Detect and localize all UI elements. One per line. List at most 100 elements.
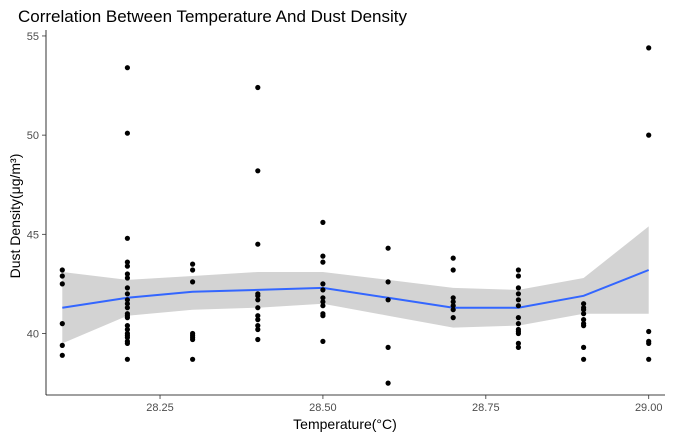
data-point — [320, 303, 326, 309]
confidence-band-layer — [62, 226, 649, 344]
data-point — [581, 344, 587, 350]
data-point — [515, 297, 522, 303]
data-point — [320, 295, 326, 301]
data-point — [124, 263, 130, 269]
data-point — [255, 323, 261, 329]
data-point — [190, 336, 196, 343]
data-point — [515, 321, 522, 327]
y-tick-label: 50 — [27, 130, 39, 142]
data-point — [385, 344, 391, 350]
data-point — [124, 291, 130, 297]
confidence-band — [62, 226, 649, 344]
data-point — [515, 315, 522, 321]
y-tick-label: 45 — [27, 229, 39, 241]
data-point — [59, 352, 65, 358]
data-point — [124, 259, 130, 265]
data-point — [515, 285, 522, 291]
data-point — [190, 261, 196, 267]
data-point — [646, 132, 652, 138]
data-point — [124, 340, 130, 346]
data-point — [646, 356, 652, 362]
data-point — [646, 45, 652, 51]
data-point — [320, 253, 326, 259]
data-point — [581, 317, 587, 323]
data-point — [124, 323, 130, 329]
data-point — [320, 313, 326, 319]
x-tick-label: 28.25 — [146, 402, 174, 414]
y-tick-label: 40 — [27, 329, 39, 341]
smooth-line-layer — [62, 269, 650, 309]
data-point — [320, 219, 326, 225]
y-axis-ticks: 40 45 50 55 — [27, 31, 46, 341]
data-point — [646, 340, 652, 346]
data-point — [255, 84, 261, 91]
data-point — [124, 285, 130, 291]
data-point — [124, 332, 130, 339]
data-point — [124, 326, 130, 333]
data-point — [515, 291, 522, 297]
data-point — [515, 340, 522, 346]
data-point — [450, 307, 456, 313]
data-point — [59, 281, 65, 287]
data-point — [255, 297, 261, 303]
x-tick-label: 28.50 — [309, 402, 337, 414]
data-point — [450, 299, 456, 305]
data-point — [255, 326, 261, 333]
data-point — [255, 168, 261, 174]
data-point — [255, 336, 261, 343]
data-point — [124, 271, 130, 277]
data-point — [515, 303, 522, 309]
data-point — [450, 267, 456, 273]
data-point — [124, 313, 130, 319]
smooth-trend-line — [62, 269, 650, 309]
data-point — [255, 305, 261, 311]
y-axis-title: Dust Density(μg/m³) — [7, 154, 23, 279]
data-point — [124, 235, 130, 241]
data-point — [255, 313, 261, 319]
data-point — [385, 279, 391, 285]
data-point — [581, 307, 587, 313]
data-point — [581, 356, 587, 362]
data-point — [59, 321, 65, 327]
data-point — [59, 273, 65, 279]
data-point — [385, 380, 391, 386]
data-point — [124, 301, 130, 307]
data-point — [255, 241, 261, 247]
data-point — [255, 317, 261, 323]
data-point — [124, 65, 130, 71]
data-point — [581, 301, 587, 307]
data-point — [320, 281, 326, 287]
data-point — [450, 295, 456, 301]
data-points — [59, 45, 652, 386]
data-point — [59, 342, 65, 348]
data-point — [385, 245, 391, 251]
data-point — [124, 130, 130, 136]
data-point — [320, 338, 326, 344]
data-point — [190, 267, 196, 273]
data-point — [515, 344, 522, 350]
data-point — [190, 356, 196, 362]
data-point — [320, 287, 326, 293]
data-point — [59, 267, 65, 273]
x-axis-title: Temperature(°C) — [293, 416, 397, 432]
data-point — [515, 330, 522, 337]
data-point — [450, 303, 456, 309]
x-tick-label: 29.00 — [635, 402, 663, 414]
data-point — [255, 291, 261, 297]
data-point — [515, 326, 522, 333]
data-point — [124, 275, 130, 281]
data-point — [124, 297, 130, 303]
data-point — [515, 273, 522, 279]
data-point — [124, 356, 130, 362]
data-point — [124, 305, 130, 311]
x-axis-ticks: 28.25 28.50 28.75 29.00 — [146, 395, 662, 414]
data-point — [190, 332, 196, 339]
data-point — [450, 255, 456, 261]
y-tick-label: 55 — [27, 31, 39, 43]
data-point — [581, 311, 587, 317]
data-point — [515, 267, 522, 273]
data-point — [320, 299, 326, 305]
data-point — [190, 279, 196, 285]
data-point — [450, 315, 456, 321]
